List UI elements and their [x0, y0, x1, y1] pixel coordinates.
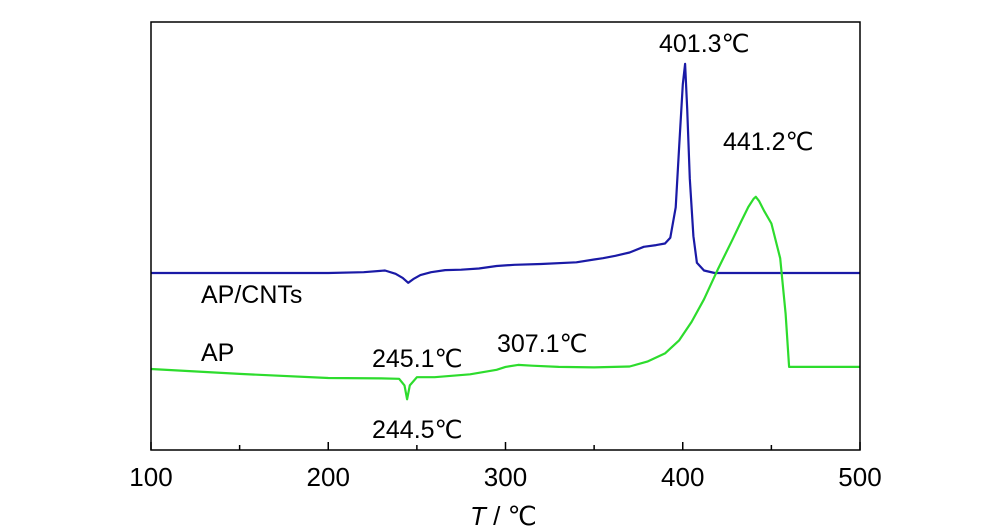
x-tick-label: 300	[484, 462, 527, 492]
x-tick-label: 400	[661, 462, 704, 492]
x-tick-label: 100	[129, 462, 172, 492]
x-axis-unit: ℃	[508, 501, 537, 531]
x-tick-label: 200	[307, 462, 350, 492]
series-line-ap	[150, 195, 860, 401]
peak-label-401: 401.3℃	[659, 30, 750, 58]
peak-label-307: 307.1℃	[497, 330, 588, 358]
x-axis-title: T / ℃	[470, 501, 537, 531]
x-tick-label: 500	[838, 462, 881, 492]
plot-frame	[150, 21, 861, 451]
series-line-ap-cnts	[151, 62, 860, 284]
plot-layer	[150, 62, 860, 401]
peak-label-245-1: 245.1℃	[372, 345, 463, 373]
x-axis-separator: /	[486, 501, 508, 531]
x-axis: 100 200 300 400 500	[129, 21, 882, 492]
x-axis-variable: T	[470, 501, 488, 531]
peak-label-441: 441.2℃	[723, 128, 814, 156]
curve-label-ap: AP	[201, 339, 234, 367]
curve-label-ap-cnts: AP/CNTs	[201, 281, 302, 309]
chart-labels: 401.3℃ 441.2℃ 245.1℃ 307.1℃ 244.5℃ AP/CN…	[201, 30, 814, 531]
peak-label-244-5: 244.5℃	[372, 416, 463, 444]
